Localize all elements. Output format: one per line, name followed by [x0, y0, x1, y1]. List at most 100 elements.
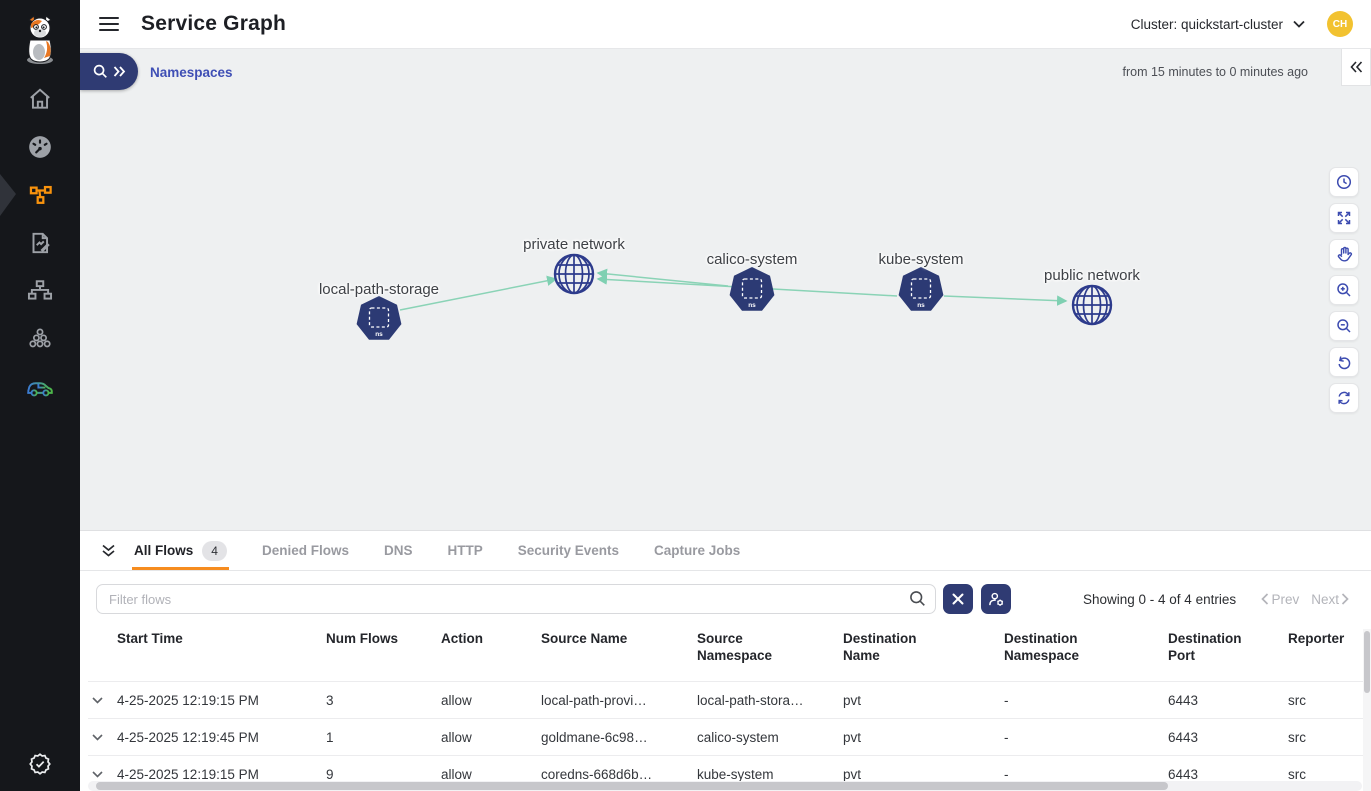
sidebar-item-dashboard[interactable] [18, 134, 62, 160]
clear-filter-button[interactable] [943, 584, 973, 614]
tab-capture-jobs[interactable]: Capture Jobs [652, 531, 742, 570]
graph-node-private-network[interactable] [552, 252, 596, 301]
graph-node-calico-system[interactable]: ns [729, 267, 775, 318]
prev-label: Prev [1271, 591, 1300, 607]
graph-node-label: public network [1044, 267, 1140, 284]
panel-collapse-button[interactable] [96, 531, 120, 570]
row-expand-chevron[interactable] [88, 696, 117, 704]
pan-hand-icon [1337, 246, 1352, 262]
svg-text:ns: ns [375, 331, 383, 338]
home-icon [30, 88, 50, 109]
refresh-icon [1338, 391, 1350, 405]
table-row[interactable]: 4-25-2025 12:19:15 PM 3 allow local-path… [88, 681, 1363, 718]
sidebar-item-policies[interactable] [18, 230, 62, 256]
filter-input-wrap [96, 584, 936, 614]
graph-node-local-path-storage[interactable]: ns [356, 296, 402, 347]
table-row[interactable]: 4-25-2025 12:19:45 PM 1 allow goldmane-6… [88, 718, 1363, 755]
cell-source-name: coredns-668d6b… [541, 766, 653, 782]
cell-destination-name: pvt [843, 692, 862, 708]
service-graph-canvas[interactable]: Namespaces from 15 minutes to 0 minutes … [80, 48, 1371, 530]
col-header[interactable]: Source Name [541, 631, 628, 646]
vertical-scrollbar [1363, 629, 1371, 791]
filter-flows-input[interactable] [96, 584, 936, 614]
zoom-out-icon [1337, 319, 1351, 333]
fit-screen-button[interactable] [1329, 203, 1359, 233]
sidebar-item-verified[interactable] [0, 751, 80, 777]
prev-page-button[interactable]: Prev [1261, 592, 1299, 607]
service-graph-icon [29, 185, 52, 204]
breadcrumb[interactable]: Namespaces [150, 65, 233, 80]
col-header[interactable]: Action [441, 631, 483, 646]
reset-layout-button[interactable] [1329, 347, 1359, 377]
zoom-out-button[interactable] [1329, 311, 1359, 341]
cell-source-name: local-path-provi… [541, 692, 647, 708]
refresh-button[interactable] [1329, 383, 1359, 413]
col-header[interactable]: Start Time [117, 631, 183, 646]
tab-security-events[interactable]: Security Events [516, 531, 621, 570]
sidebar [0, 0, 80, 791]
time-range-label: from 15 minutes to 0 minutes ago [1122, 65, 1308, 79]
calico-logo[interactable] [0, 14, 80, 66]
avatar[interactable]: CH [1327, 11, 1353, 37]
cell-action: allow [441, 692, 472, 708]
svg-text:ns: ns [917, 302, 925, 309]
right-panel-collapse-button[interactable] [1341, 49, 1371, 86]
next-page-button[interactable]: Next [1311, 592, 1349, 607]
manage-columns-button[interactable] [981, 584, 1011, 614]
tab-label: HTTP [447, 543, 483, 558]
col-header[interactable]: Reporter [1288, 631, 1345, 646]
hamburger-menu-icon[interactable] [99, 17, 119, 31]
row-expand-chevron[interactable] [88, 770, 117, 778]
pan-button[interactable] [1329, 239, 1359, 269]
sidebar-item-cluster[interactable] [18, 326, 62, 352]
cell-source-name: goldmane-6c98… [541, 729, 648, 745]
cluster-selector-label: Cluster: quickstart-cluster [1130, 16, 1283, 32]
row-expand-chevron[interactable] [88, 733, 117, 741]
graph-search-pill[interactable] [80, 53, 138, 90]
col-header[interactable]: Destination Name [843, 631, 917, 663]
graph-controls [1329, 167, 1359, 413]
graph-node-label: kube-system [878, 251, 964, 268]
graph-node-kube-system[interactable]: ns [898, 267, 944, 318]
time-settings-button[interactable] [1329, 167, 1359, 197]
zoom-in-button[interactable] [1329, 275, 1359, 305]
col-header[interactable]: Num Flows [326, 631, 399, 646]
col-header[interactable]: Source Namespace [697, 631, 773, 663]
sidebar-item-compliance-car[interactable] [18, 374, 62, 400]
page-title: Service Graph [141, 12, 287, 35]
vertical-scrollbar-thumb[interactable] [1364, 631, 1370, 693]
sidebar-item-service-graph[interactable] [18, 182, 62, 208]
col-header[interactable]: Destination Namespace [1004, 631, 1080, 663]
sidebar-item-network[interactable] [18, 278, 62, 304]
double-chevron-right-icon [113, 66, 125, 77]
table-row[interactable]: 4-25-2025 12:19:15 PM 9 allow coredns-66… [88, 755, 1363, 791]
chevron-right-icon [1341, 593, 1349, 605]
graph-node-public-network[interactable] [1070, 283, 1114, 332]
cell-destination-namespace: - [1004, 692, 1009, 708]
horizontal-scrollbar [88, 781, 1362, 791]
sidebar-item-home[interactable] [18, 86, 62, 112]
flows-tabs: All Flows 4 Denied Flows DNS HTTP Securi… [80, 531, 1371, 571]
cell-destination-port: 6443 [1168, 766, 1199, 782]
tab-all-flows[interactable]: All Flows 4 [132, 531, 229, 570]
tab-label: All Flows [134, 543, 194, 558]
tab-dns[interactable]: DNS [382, 531, 415, 570]
tab-http[interactable]: HTTP [445, 531, 484, 570]
dashboard-gauge-icon [29, 136, 51, 158]
flows-panel: All Flows 4 Denied Flows DNS HTTP Securi… [80, 530, 1371, 791]
namespace-heptagon-icon: ns [729, 267, 775, 311]
cluster-nodes-icon [29, 328, 51, 348]
cell-reporter: src [1288, 692, 1306, 708]
cell-destination-name: pvt [843, 729, 862, 745]
badge-check-icon [29, 753, 51, 775]
showing-entries-label: Showing 0 - 4 of 4 entries [1083, 591, 1237, 607]
cell-action: allow [441, 729, 472, 745]
pagination: Prev Next [1261, 592, 1349, 607]
col-header[interactable]: Destination Port [1168, 631, 1242, 663]
horizontal-scrollbar-thumb[interactable] [96, 782, 1168, 790]
tab-denied-flows[interactable]: Denied Flows [260, 531, 351, 570]
fit-screen-icon [1337, 211, 1351, 225]
edge-lps-to-private [399, 275, 558, 311]
cluster-selector[interactable]: Cluster: quickstart-cluster [1131, 17, 1305, 32]
